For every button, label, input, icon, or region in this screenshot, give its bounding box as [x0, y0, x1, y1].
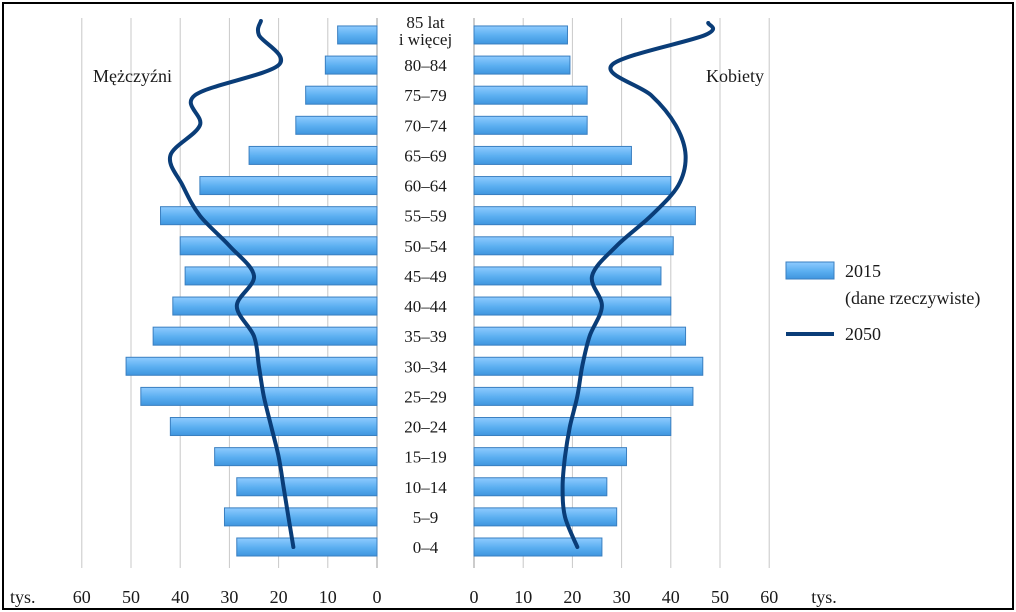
lines-2050 — [167, 19, 716, 549]
tick-left-20: 20 — [270, 587, 288, 607]
age-label-85-lat-i-wi-cej-line2: i więcej — [399, 30, 452, 49]
line-2050-male — [167, 19, 296, 549]
bar-female-15-19 — [473, 447, 628, 467]
bar-male-80-84 — [324, 55, 378, 75]
age-label-85-lat-i-wi-cej-line1: 85 lat — [406, 13, 445, 32]
bar-female-50-54 — [473, 236, 674, 256]
tick-left-10: 10 — [319, 587, 337, 607]
tick-right-50: 50 — [711, 587, 729, 607]
bar-female-85-lat-i-wi-cej — [473, 25, 568, 45]
age-label-50-54: 50–54 — [404, 237, 447, 256]
age-label-10-14: 10–14 — [404, 478, 447, 497]
legend-label-2050: 2050 — [845, 324, 881, 344]
bar-male-35-39 — [152, 326, 378, 346]
legend: 2015 (dane rzeczywiste) 2050 — [785, 261, 980, 344]
age-label-30-34: 30–34 — [404, 357, 447, 376]
gridlines — [81, 18, 770, 568]
age-label-70-74: 70–74 — [404, 116, 447, 135]
age-label-40-44: 40–44 — [404, 297, 447, 316]
age-label-45-49: 45–49 — [404, 267, 447, 286]
bar-female-65-69 — [473, 145, 632, 165]
bar-male-5-9 — [223, 507, 378, 527]
tick-left-60: 60 — [73, 587, 91, 607]
age-label-55-59: 55–59 — [404, 207, 447, 226]
bar-female-10-14 — [473, 477, 608, 497]
bar-male-0-4 — [236, 537, 378, 557]
bar-male-75-79 — [305, 85, 378, 105]
age-label-5-9: 5–9 — [413, 508, 439, 527]
bar-male-60-64 — [199, 176, 378, 196]
age-label-65-69: 65–69 — [404, 146, 447, 165]
bar-female-40-44 — [473, 296, 672, 316]
bar-male-55-59 — [160, 206, 378, 226]
tick-right-10: 10 — [514, 587, 532, 607]
age-label-60-64: 60–64 — [404, 177, 447, 196]
bar-male-85-lat-i-wi-cej — [337, 25, 378, 45]
line-2050-female — [560, 21, 716, 549]
age-label-75-79: 75–79 — [404, 86, 447, 105]
bar-female-80-84 — [473, 55, 571, 75]
tick-left-30: 30 — [220, 587, 238, 607]
unit-label-left: tys. — [10, 587, 36, 607]
bar-female-5-9 — [473, 507, 618, 527]
bar-male-40-44 — [172, 296, 378, 316]
bar-female-35-39 — [473, 326, 687, 346]
bar-female-30-34 — [473, 356, 704, 376]
age-label-20-24: 20–24 — [404, 418, 447, 437]
legend-swatch-2015 — [785, 261, 835, 280]
bar-male-30-34 — [125, 356, 378, 376]
bar-female-60-64 — [473, 176, 672, 196]
bar-female-70-74 — [473, 115, 588, 135]
legend-label-2015-note: (dane rzeczywiste) — [845, 288, 980, 309]
bar-female-25-29 — [473, 386, 694, 406]
bar-male-45-49 — [184, 266, 378, 286]
tick-left-40: 40 — [171, 587, 189, 607]
bar-female-55-59 — [473, 206, 696, 226]
bar-female-75-79 — [473, 85, 588, 105]
bar-male-25-29 — [140, 386, 378, 406]
x-tick-labels: 0 0 10 10 20 20 30 30 40 40 50 50 60 60 tys. tys. — [10, 587, 837, 607]
group-label-right: Kobiety — [706, 66, 764, 86]
legend-label-2015: 2015 — [845, 261, 881, 281]
bar-male-50-54 — [179, 236, 378, 256]
group-label-left: Mężczyźni — [93, 66, 172, 86]
age-label-25-29: 25–29 — [404, 387, 447, 406]
unit-label-right: tys. — [811, 587, 837, 607]
age-label-80-84: 80–84 — [404, 56, 447, 75]
tick-right-40: 40 — [662, 587, 680, 607]
tick-left-0: 0 — [373, 587, 382, 607]
age-labels: 0–4 5–9 10–14 15–19 20–24 25–29 30–34 35–39 40–4… — [399, 13, 452, 557]
age-label-15-19: 15–19 — [404, 448, 447, 467]
bar-male-15-19 — [214, 447, 378, 467]
bar-male-70-74 — [295, 115, 378, 135]
tick-right-30: 30 — [613, 587, 631, 607]
bars — [125, 25, 704, 557]
age-label-35-39: 35–39 — [404, 327, 447, 346]
age-label-0-4: 0–4 — [413, 538, 439, 557]
tick-right-20: 20 — [563, 587, 581, 607]
bar-male-10-14 — [236, 477, 378, 497]
tick-left-50: 50 — [122, 587, 140, 607]
bar-female-45-49 — [473, 266, 662, 286]
bar-male-65-69 — [248, 145, 378, 165]
tick-right-60: 60 — [760, 587, 778, 607]
bar-female-0-4 — [473, 537, 603, 557]
tick-right-0: 0 — [470, 587, 479, 607]
